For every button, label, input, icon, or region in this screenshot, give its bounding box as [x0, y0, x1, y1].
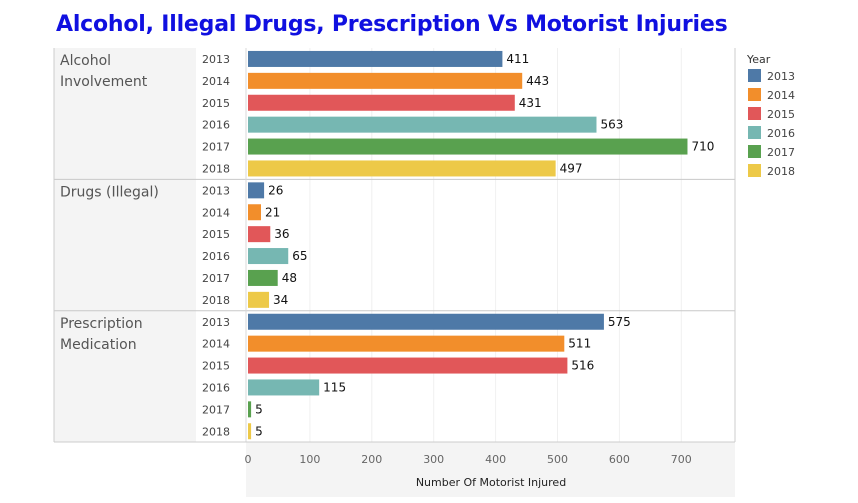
bar-value-label: 411: [506, 52, 529, 66]
year-label: 2014: [202, 338, 230, 351]
bar: [248, 204, 261, 221]
legend-title: Year: [746, 53, 771, 66]
x-tick-label: 200: [361, 453, 382, 466]
year-label: 2017: [202, 141, 230, 154]
bar: [248, 248, 289, 265]
x-tick-label: 700: [671, 453, 692, 466]
bar: [248, 50, 503, 67]
x-tick-label: 400: [485, 453, 506, 466]
bar: [248, 182, 265, 199]
year-label: 2016: [202, 381, 230, 394]
year-label: 2018: [202, 294, 230, 307]
category-label: Medication: [60, 337, 137, 353]
year-label: 2015: [202, 360, 230, 373]
year-label: 2017: [202, 403, 230, 416]
bar-value-label: 26: [268, 183, 283, 197]
bar-value-label: 48: [282, 271, 297, 285]
bar-value-label: 34: [273, 293, 288, 307]
bar-value-label: 511: [568, 337, 591, 351]
legend-swatch: [748, 107, 761, 120]
x-tick-label: 100: [299, 453, 320, 466]
year-label: 2015: [202, 97, 230, 110]
bar-value-label: 575: [608, 315, 631, 329]
bar: [248, 335, 565, 352]
bar: [248, 423, 252, 440]
year-label: 2014: [202, 75, 230, 88]
bar-value-label: 21: [265, 205, 280, 219]
bar: [248, 313, 604, 330]
year-label: 2013: [202, 316, 230, 329]
bar-value-label: 36: [274, 227, 289, 241]
category-label: Alcohol: [60, 53, 111, 69]
legend-swatch: [748, 69, 761, 82]
bar: [248, 291, 270, 308]
bar-value-label: 516: [571, 359, 594, 373]
year-label: 2017: [202, 272, 230, 285]
legend-label: 2013: [767, 70, 795, 83]
legend-swatch: [748, 126, 761, 139]
legend-label: 2014: [767, 89, 795, 102]
bar-value-label: 431: [519, 96, 542, 110]
legend-label: 2016: [767, 127, 795, 140]
legend-swatch: [748, 145, 761, 158]
bar-value-label: 710: [691, 140, 714, 154]
legend-swatch: [748, 88, 761, 101]
bar-value-label: 115: [323, 380, 346, 394]
bar-value-label: 443: [526, 74, 549, 88]
bar: [248, 94, 515, 111]
legend-label: 2017: [767, 146, 795, 159]
x-tick-label: 300: [423, 453, 444, 466]
bar: [248, 72, 523, 89]
bar-value-label: 65: [292, 249, 307, 263]
year-label: 2016: [202, 250, 230, 263]
chart-title: Alcohol, Illegal Drugs, Prescription Vs …: [56, 12, 728, 37]
legend-label: 2018: [767, 165, 795, 178]
year-label: 2018: [202, 162, 230, 175]
bar: [248, 357, 568, 374]
bar: [248, 401, 252, 418]
category-label: Drugs (Illegal): [60, 184, 159, 200]
year-label: 2016: [202, 119, 230, 132]
year-label: 2018: [202, 425, 230, 438]
x-axis-background: [246, 442, 735, 497]
year-label: 2014: [202, 206, 230, 219]
bar: [248, 379, 320, 396]
category-label: Prescription: [60, 316, 143, 332]
bar-value-label: 5: [255, 402, 263, 416]
legend-swatch: [748, 164, 761, 177]
bar: [248, 116, 597, 133]
year-label: 2013: [202, 184, 230, 197]
bar: [248, 226, 271, 243]
bar: [248, 160, 556, 177]
x-axis-title: Number Of Motorist Injured: [416, 476, 566, 489]
x-tick-label: 0: [245, 453, 252, 466]
bar: [248, 269, 278, 286]
category-label: Involvement: [60, 74, 148, 90]
legend-label: 2015: [767, 108, 795, 121]
year-label: 2015: [202, 228, 230, 241]
x-tick-label: 600: [609, 453, 630, 466]
category-header-background: [54, 48, 196, 442]
x-tick-label: 500: [547, 453, 568, 466]
bar-value-label: 5: [255, 424, 263, 438]
year-label: 2013: [202, 53, 230, 66]
bar-value-label: 563: [600, 118, 623, 132]
bar-value-label: 497: [560, 161, 583, 175]
bar: [248, 138, 688, 155]
